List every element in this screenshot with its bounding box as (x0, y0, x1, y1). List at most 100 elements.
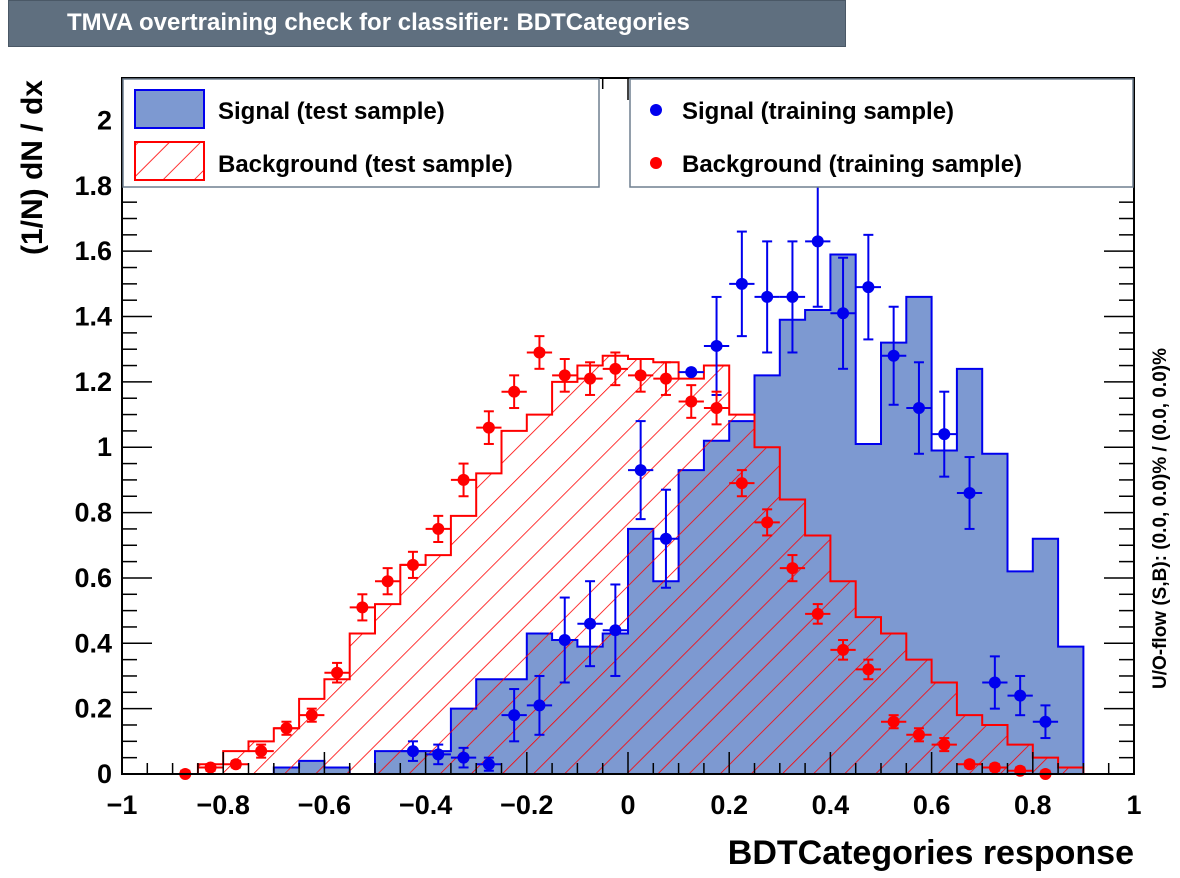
background-training-point-3 (248, 743, 274, 759)
overflow-note: U/O-flow (S,B): (0.0, 0.0)% / (0.0, 0.0)… (1150, 348, 1171, 689)
background-training-point-10 (425, 514, 451, 543)
background-training-point-32 (982, 761, 1008, 774)
background-training-point-30 (931, 737, 957, 753)
x-axis-title: BDTCategories response (728, 834, 1134, 872)
histogram-layer (172, 253, 1085, 775)
signal-training-point-11 (678, 366, 704, 379)
legend-background-point (650, 157, 662, 169)
points-layer (172, 175, 1059, 780)
background-training-point-14 (526, 335, 553, 370)
data-point (988, 676, 1001, 689)
background-training-point-31 (956, 758, 983, 771)
data-point (634, 369, 647, 382)
x-tick-label: −0.6 (298, 790, 351, 820)
signal-training-point-2 (450, 746, 477, 769)
signal-training-point-14 (754, 240, 780, 354)
data-point (558, 634, 571, 647)
data-point (912, 402, 925, 415)
data-point (887, 349, 900, 362)
y-tick-label: 1 (97, 432, 112, 462)
data-point (862, 281, 875, 294)
legend-label: Signal (test sample) (218, 98, 445, 125)
background-training-point-15 (552, 358, 578, 393)
background-training-point-21 (703, 390, 730, 426)
background-training-point-29 (906, 727, 932, 743)
data-point (381, 575, 394, 588)
data-point (963, 486, 976, 499)
data-point (862, 663, 875, 676)
background-training-point-27 (855, 658, 881, 681)
background-training-point-7 (349, 593, 375, 622)
data-point (482, 421, 495, 434)
x-tick-label: −0.2 (500, 790, 553, 820)
background-training-point-25 (805, 603, 831, 625)
legend-signal-point (650, 104, 662, 116)
x-tick-label: 1 (1126, 790, 1141, 820)
data-point (609, 362, 622, 375)
y-tick-label: 0 (97, 759, 112, 789)
background-training-point-28 (881, 714, 907, 730)
data-point (305, 709, 318, 722)
signal-training-point-21 (931, 390, 957, 478)
data-point (1014, 689, 1027, 702)
data-point (508, 385, 521, 398)
background-training-point-20 (678, 384, 704, 419)
data-point (659, 532, 672, 545)
signal-training-point-15 (779, 240, 806, 354)
y-tick-label: 1.6 (74, 236, 112, 266)
data-point (735, 277, 748, 290)
data-point (811, 607, 824, 620)
legend-label: Background (training sample) (682, 151, 1022, 178)
signal-training-point-8 (602, 583, 628, 677)
y-tick-label: 0.6 (74, 563, 112, 593)
y-tick-label: 1.8 (74, 171, 112, 201)
signal-training-point-24 (1007, 674, 1033, 717)
legend-box-right (629, 78, 1134, 188)
y-tick-label: 2 (97, 105, 112, 135)
signal-training-point-4 (501, 688, 527, 743)
background-training-point-16 (577, 361, 603, 396)
data-point (331, 666, 344, 679)
y-tick-label: 0.8 (74, 498, 112, 528)
background-training-point-22 (729, 469, 755, 498)
y-tick-label: 0.2 (74, 694, 112, 724)
background-training-point-13 (501, 374, 527, 410)
data-point (482, 758, 495, 771)
data-point (558, 369, 571, 382)
data-point (280, 722, 293, 735)
data-point (432, 522, 445, 535)
y-axis-title: (1/N) dN / dx (16, 80, 49, 255)
signal-training-point-13 (729, 230, 755, 338)
legend-label: Signal (training sample) (682, 98, 954, 125)
data-point (837, 307, 850, 320)
data-point (432, 748, 445, 761)
data-point (938, 738, 951, 751)
data-point (761, 290, 774, 303)
data-point (457, 473, 470, 486)
signal-training-point-20 (906, 361, 932, 455)
chart-title: TMVA overtraining check for classifier: … (67, 9, 690, 36)
data-point (761, 516, 774, 529)
data-point (710, 339, 723, 352)
signal-training-point-0 (400, 740, 426, 762)
data-point (685, 366, 698, 379)
data-point (406, 558, 419, 571)
background-training-point-24 (779, 554, 806, 583)
data-point (659, 372, 672, 385)
signal-training-point-9 (628, 420, 654, 521)
background-training-point-17 (602, 351, 628, 387)
signal-training-point-7 (577, 580, 603, 668)
background-training-point-6 (324, 661, 350, 684)
signal-training-point-19 (881, 305, 907, 406)
signal-training-point-10 (653, 488, 679, 589)
x-tick-label: −0.4 (399, 790, 452, 820)
data-point (609, 624, 622, 637)
signal-training-point-18 (855, 233, 881, 341)
legend-background-swatch (134, 141, 205, 181)
x-tick-label: −0.8 (197, 790, 250, 820)
background-training-point-18 (628, 358, 654, 393)
data-point (988, 761, 1001, 774)
background-training-point-1 (197, 761, 224, 774)
y-tick-label: 1.4 (74, 302, 112, 332)
